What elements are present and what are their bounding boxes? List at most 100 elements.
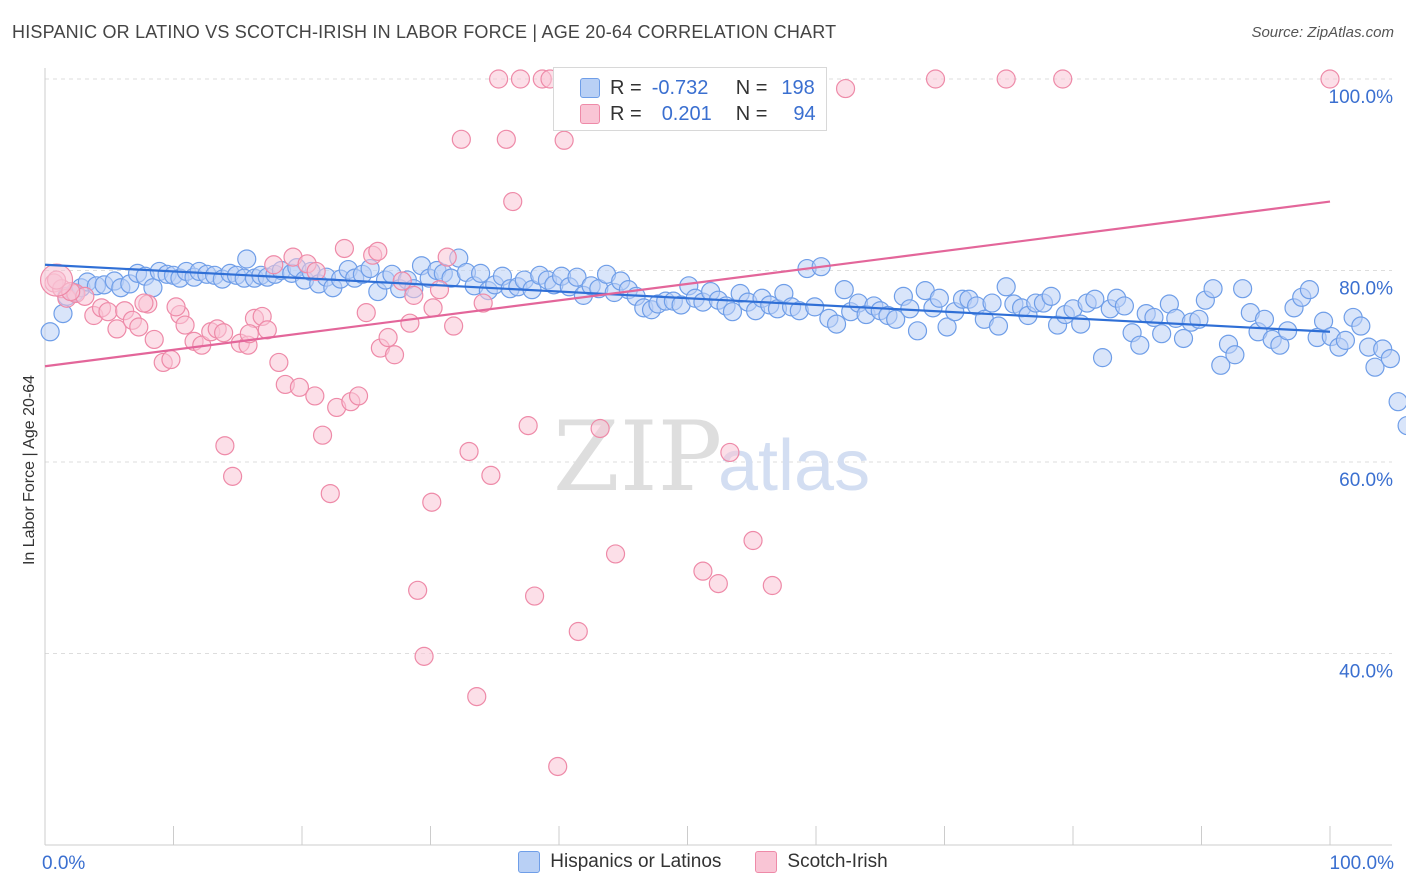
data-point xyxy=(378,327,398,348)
data-point xyxy=(107,319,127,339)
data-point xyxy=(988,316,1009,336)
data-point xyxy=(1092,348,1113,368)
data-point xyxy=(982,293,1002,313)
legend-item-scotch-irish: Scotch-Irish xyxy=(755,851,888,873)
data-point xyxy=(1225,345,1245,365)
data-point xyxy=(605,544,626,564)
legend-n-value: 94 xyxy=(793,102,816,125)
data-point xyxy=(334,238,355,259)
data-point xyxy=(437,247,457,267)
chart-title: HISPANIC OR LATINO VS SCOTCH-IRISH IN LA… xyxy=(12,22,837,42)
legend-row-scotch-irish: R = 0.201 N = 94 xyxy=(554,100,816,128)
data-point xyxy=(720,442,740,463)
data-point xyxy=(1388,392,1406,412)
data-point xyxy=(459,441,479,462)
data-point xyxy=(1053,69,1073,89)
data-point xyxy=(1211,355,1231,375)
legend-swatch-hispanics xyxy=(580,78,600,98)
correlation-legend: R = -0.732 N = 198 R = 0.201 N = 94 xyxy=(553,67,827,131)
legend-r-label: R = xyxy=(610,76,642,99)
data-point xyxy=(269,352,289,373)
data-point xyxy=(1380,348,1400,369)
data-point xyxy=(348,386,369,406)
data-point xyxy=(1335,330,1356,350)
data-point xyxy=(423,298,443,318)
data-point xyxy=(925,69,946,89)
data-point xyxy=(937,317,957,337)
data-point xyxy=(1320,69,1340,89)
data-point xyxy=(907,321,928,341)
legend-item-hispanics: Hispanics or Latinos xyxy=(518,851,721,873)
data-point xyxy=(1173,328,1194,349)
data-point xyxy=(567,267,587,287)
data-point xyxy=(693,561,713,581)
legend-r-value: -0.732 xyxy=(651,76,709,99)
data-point xyxy=(518,416,538,436)
data-point xyxy=(489,69,509,89)
data-point xyxy=(422,492,442,512)
legend-n-label: N = xyxy=(735,76,768,99)
data-point xyxy=(524,586,545,606)
data-point xyxy=(473,293,493,313)
legend-label-scotch-irish: Scotch-Irish xyxy=(787,851,888,872)
data-point xyxy=(404,285,424,305)
data-point xyxy=(1397,416,1406,436)
legend-swatch-scotch-irish xyxy=(580,104,600,124)
data-point xyxy=(1041,286,1061,306)
data-point-cluster xyxy=(39,263,74,297)
data-point xyxy=(264,255,284,275)
data-point xyxy=(161,349,181,370)
data-point xyxy=(996,69,1016,89)
data-point xyxy=(444,316,464,336)
trend-line xyxy=(44,200,1331,368)
data-point xyxy=(356,303,376,323)
data-point xyxy=(223,466,243,486)
data-point xyxy=(400,313,420,333)
data-point xyxy=(237,249,257,269)
legend-n-value: 198 xyxy=(781,76,815,99)
data-point xyxy=(239,324,259,344)
data-point xyxy=(1085,289,1105,309)
x-tick-label-max: 100.0% xyxy=(1329,853,1394,874)
data-point xyxy=(496,129,516,149)
data-point xyxy=(886,309,906,329)
data-point xyxy=(996,277,1016,297)
data-point xyxy=(762,575,782,596)
data-point xyxy=(408,580,428,600)
data-point xyxy=(144,329,164,350)
y-tick-labels: 40.0% 60.0% 80.0% 100.0% xyxy=(1329,87,1394,683)
data-point xyxy=(1203,279,1223,299)
data-point xyxy=(306,261,326,282)
data-point xyxy=(590,418,610,439)
y-tick-label: 100.0% xyxy=(1329,87,1394,108)
data-point xyxy=(166,297,186,317)
data-point xyxy=(392,271,412,291)
data-point xyxy=(312,425,333,445)
data-point xyxy=(1152,324,1172,344)
legend-n-label: N = xyxy=(735,102,768,125)
data-point xyxy=(1365,357,1385,377)
data-point xyxy=(129,317,149,337)
y-tick-label: 60.0% xyxy=(1339,470,1393,491)
data-point xyxy=(384,345,405,365)
series-legend: Hispanics or Latinos Scotch-Irish xyxy=(0,851,1406,873)
data-point xyxy=(481,465,501,486)
data-point xyxy=(1254,309,1275,329)
data-point xyxy=(175,315,195,335)
data-point xyxy=(1299,280,1320,300)
legend-r-value: 0.201 xyxy=(661,102,712,125)
axes xyxy=(44,68,1392,846)
y-tick-label: 80.0% xyxy=(1339,279,1393,300)
source-label: Source: ZipAtlas.com xyxy=(1251,24,1394,41)
data-point xyxy=(1130,335,1150,355)
data-point xyxy=(548,756,568,777)
legend-swatch-hispanics xyxy=(518,851,541,873)
watermark-atlas: atlas xyxy=(718,426,870,506)
legend-swatch-scotch-irish xyxy=(755,851,778,873)
data-point xyxy=(429,280,450,300)
data-point xyxy=(98,302,118,322)
data-point xyxy=(929,288,949,308)
trend-lines xyxy=(44,200,1331,368)
